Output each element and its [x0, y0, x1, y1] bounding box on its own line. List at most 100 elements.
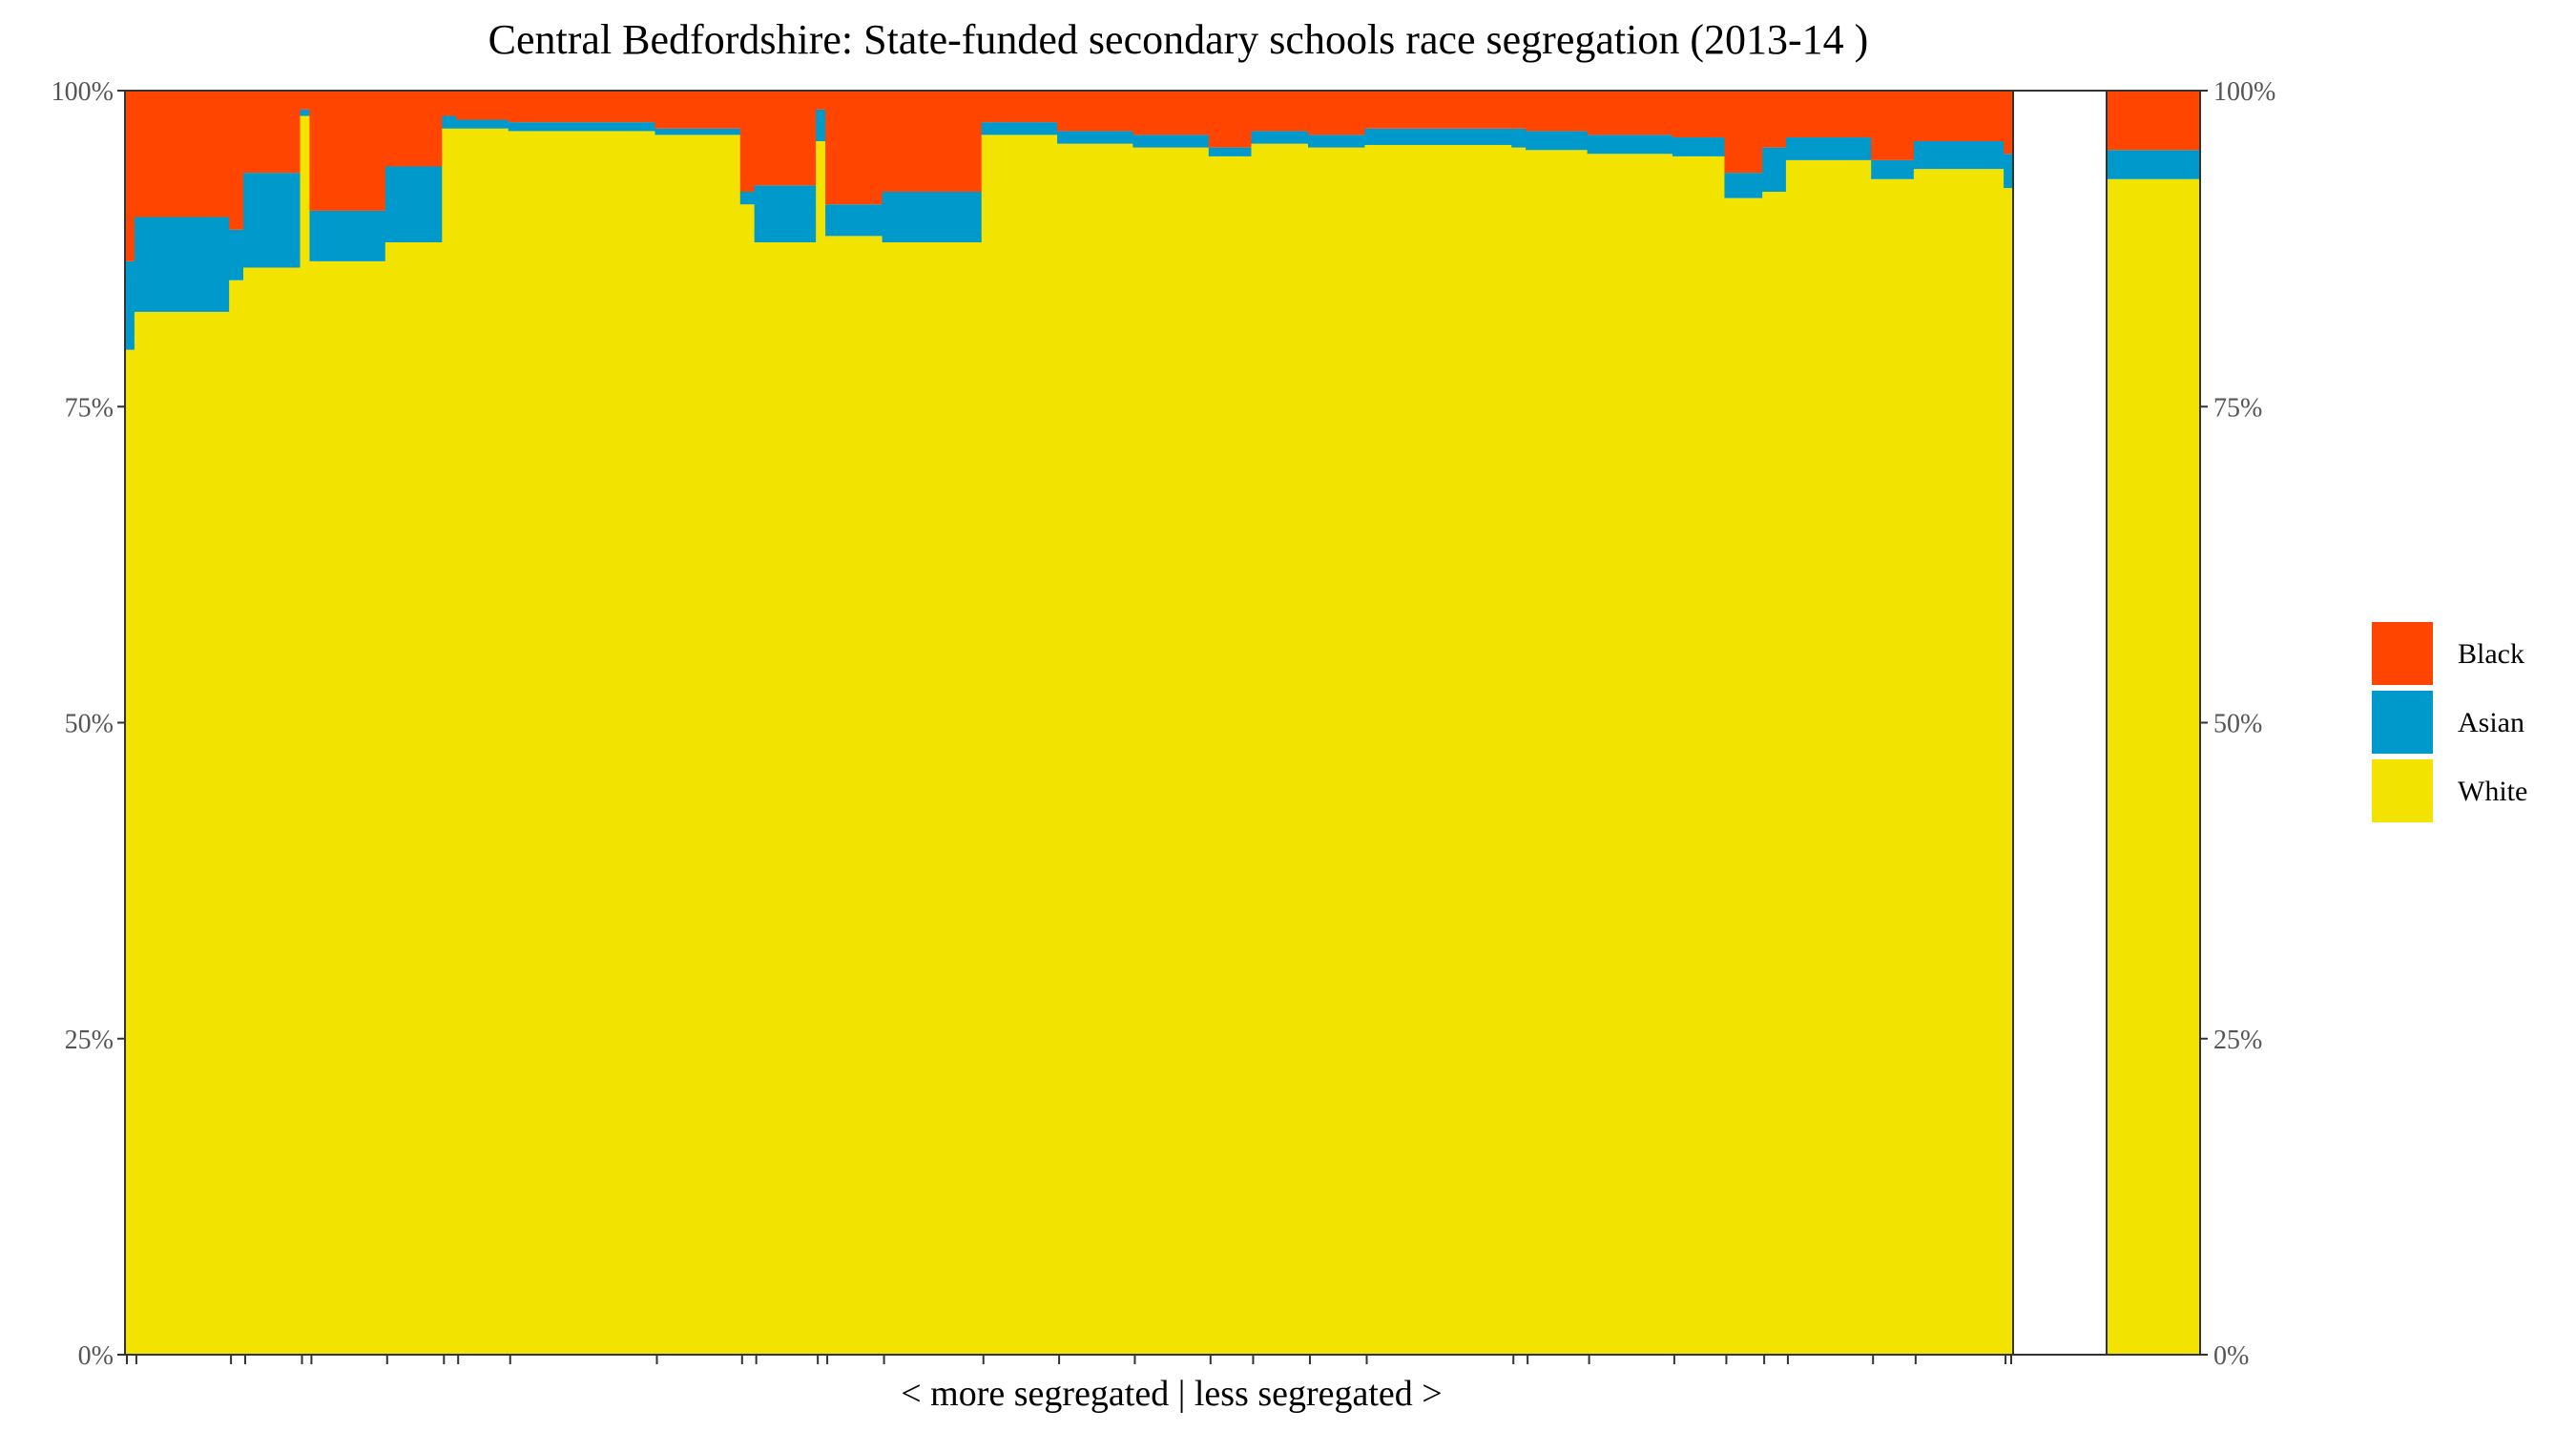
bar-segment-black-school-1	[125, 91, 135, 261]
bar-segment-black-school-10	[508, 91, 656, 123]
y-tick-label-left: 25%	[65, 1026, 114, 1055]
bar-segment-black-school-15	[825, 91, 883, 205]
bar-segment-asian-school-13	[754, 185, 817, 243]
bar-segment-black-school-21	[1251, 91, 1309, 132]
bar-segment-white-school-21	[1251, 143, 1309, 1355]
bar-segment-black-school-22	[1307, 91, 1366, 135]
bar-segment-asian-school-32	[1913, 141, 2005, 170]
bar-segment-black-school-13	[754, 91, 817, 186]
bar-segment-white-school-1	[125, 349, 135, 1356]
bar-segment-black-school-32	[1913, 91, 2005, 141]
bar-segment-white-school-19	[1132, 147, 1210, 1356]
bar-segment-asian-school-19	[1132, 135, 1210, 148]
bar-segment-black-school-14	[816, 91, 826, 110]
bar-segment-asian-school-20	[1208, 147, 1253, 156]
bar-segment-asian-school-26	[1587, 135, 1673, 155]
bar-segment-asian-school-3	[229, 229, 244, 280]
bar-segment-asian-school-5	[300, 109, 311, 116]
bar-segment-asian-school-29	[1762, 147, 1787, 193]
bar-segment-asian-school-33	[2004, 154, 2014, 189]
bar-segment-white-school-29	[1762, 192, 1787, 1355]
bar-segment-white-school-8	[442, 128, 457, 1355]
bar-segment-asian-school-16	[882, 192, 983, 242]
bar-segment-asian-school-25	[1526, 131, 1589, 151]
bar-segment-white-school-15	[825, 236, 883, 1356]
bar-segment-black-school-28	[1724, 91, 1763, 174]
bar-segment-white-school-7	[384, 242, 443, 1355]
bar-segment-black-school-27	[1672, 91, 1726, 138]
legend-label-black: Black	[2458, 638, 2524, 670]
bar-segment-asian-school-9	[456, 119, 509, 129]
bar-segment-white-school-33	[2004, 188, 2014, 1355]
bar-segment-asian-school-6	[309, 210, 386, 261]
bar-segment-asian-school-21	[1251, 131, 1309, 144]
bar-segment-black-school-26	[1587, 91, 1673, 135]
bar-segment-black-school-19	[1132, 91, 1210, 135]
bar-segment-black-school-18	[1057, 91, 1134, 132]
bar-segment-white-school-3	[229, 280, 244, 1355]
bar-segment-black-school-12	[739, 91, 756, 192]
bar-segment-asian-school-22	[1307, 135, 1366, 148]
bar-segment-black-school-17	[981, 91, 1058, 123]
bar-segment-white-school-23	[1364, 144, 1512, 1356]
y-tick-label-left: 75%	[65, 393, 114, 423]
bar-segment-black-school-2	[134, 91, 230, 218]
bar-segment-asian-school-30	[1785, 137, 1872, 160]
bar-segment-white-school-2	[134, 311, 230, 1356]
chart-title: Central Bedfordshire: State-funded secon…	[488, 16, 1869, 63]
bar-segment-asian-school-12	[739, 192, 756, 205]
total-bar-segment-black	[2107, 91, 2200, 151]
legend-label-white: White	[2458, 776, 2527, 807]
bar-segment-asian-school-7	[384, 166, 443, 242]
bar-segment-white-school-18	[1057, 143, 1134, 1355]
bar-segment-white-school-4	[243, 267, 301, 1355]
bar-segment-white-school-30	[1785, 159, 1872, 1356]
bar-segment-black-school-29	[1762, 91, 1787, 148]
y-tick-label-right: 0%	[2213, 1341, 2249, 1371]
y-tick-label-right: 75%	[2213, 393, 2262, 423]
bar-segment-white-school-28	[1724, 197, 1763, 1356]
legend: Black Asian White	[2372, 622, 2527, 822]
bar-segment-asian-school-31	[1871, 159, 1915, 179]
bar-segment-asian-school-4	[243, 173, 301, 268]
y-tick-label-left: 0%	[78, 1341, 114, 1371]
bar-segment-black-school-24	[1511, 91, 1527, 129]
total-bar-segment-asian	[2107, 150, 2200, 179]
bar-segment-black-school-5	[300, 91, 311, 110]
bar-segment-white-school-5	[300, 115, 311, 1355]
bar-segment-white-school-25	[1526, 150, 1589, 1355]
plot-frames	[124, 90, 2201, 1356]
gap-panel-frame	[2012, 90, 2108, 1356]
bar-segment-black-school-9	[456, 91, 509, 120]
bar-segment-asian-school-8	[442, 115, 457, 129]
bar-segment-white-school-6	[309, 260, 386, 1356]
bar-segment-white-school-11	[654, 135, 741, 1356]
bar-segment-black-school-20	[1208, 91, 1253, 148]
bar-segment-asian-school-24	[1511, 128, 1527, 148]
bar-segment-black-school-16	[882, 91, 983, 192]
bar-segment-white-school-24	[1511, 147, 1527, 1356]
bar-segment-asian-school-11	[654, 128, 741, 135]
legend-key-white	[2372, 759, 2433, 822]
bar-segment-white-school-12	[739, 204, 756, 1355]
bar-segment-black-school-30	[1785, 91, 1872, 138]
bar-segment-white-school-32	[1913, 169, 2005, 1355]
bar-segment-asian-school-10	[508, 122, 656, 132]
bar-segment-asian-school-28	[1724, 173, 1763, 198]
bar-segment-asian-school-2	[134, 217, 230, 312]
total-bar	[2107, 91, 2200, 1355]
bar-segment-white-school-13	[754, 242, 817, 1355]
bar-segment-asian-school-27	[1672, 137, 1726, 156]
bar-segment-white-school-17	[981, 135, 1058, 1356]
bar-segment-black-school-4	[243, 91, 301, 174]
total-bar-segment-white	[2107, 178, 2200, 1355]
bar-segment-black-school-31	[1871, 91, 1915, 160]
bar-segment-asian-school-17	[981, 122, 1058, 135]
legend-label-asian: Asian	[2458, 707, 2524, 738]
bar-segment-white-school-10	[508, 131, 656, 1355]
bar-segment-white-school-14	[816, 141, 826, 1355]
x-axis-label: < more segregated | less segregated >	[901, 1374, 1442, 1414]
bar-segment-white-school-16	[882, 242, 983, 1355]
axes: 0% 0% 25% 25% 50% 50% 75% 75% 100% 100%	[52, 77, 2276, 1371]
